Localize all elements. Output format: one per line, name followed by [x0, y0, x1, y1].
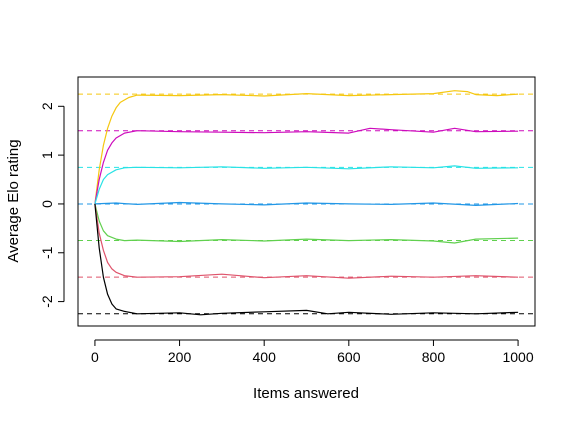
- y-axis: -2 -1 0 1 2: [39, 102, 65, 308]
- y-tick-label: 1: [39, 151, 55, 159]
- series-line-6: [94, 203, 519, 316]
- series-line-2: [94, 165, 519, 205]
- series-line-0: [94, 90, 519, 204]
- plot-frame: [77, 76, 536, 327]
- x-tick-label: 200: [168, 349, 192, 365]
- x-tick-label: 800: [422, 349, 446, 365]
- x-tick-label: 400: [253, 349, 277, 365]
- series-line-1: [94, 127, 519, 205]
- x-axis-title: Items answered: [253, 385, 359, 402]
- x-tick-label: 0: [91, 349, 99, 365]
- y-tick-label: -1: [39, 246, 55, 259]
- y-tick-label: -2: [39, 295, 55, 308]
- x-axis: 0 200 400 600 800 1000: [91, 339, 534, 365]
- series-line-4: [94, 203, 519, 244]
- series-line-5: [94, 203, 519, 279]
- x-tick-label: 1000: [502, 349, 533, 365]
- x-tick-label: 600: [337, 349, 361, 365]
- series-line-3: [94, 201, 519, 206]
- y-tick-label: 2: [39, 102, 55, 110]
- y-tick-label: 0: [39, 200, 55, 208]
- series-lines: [94, 90, 519, 316]
- y-axis-title: Average Elo rating: [5, 139, 22, 262]
